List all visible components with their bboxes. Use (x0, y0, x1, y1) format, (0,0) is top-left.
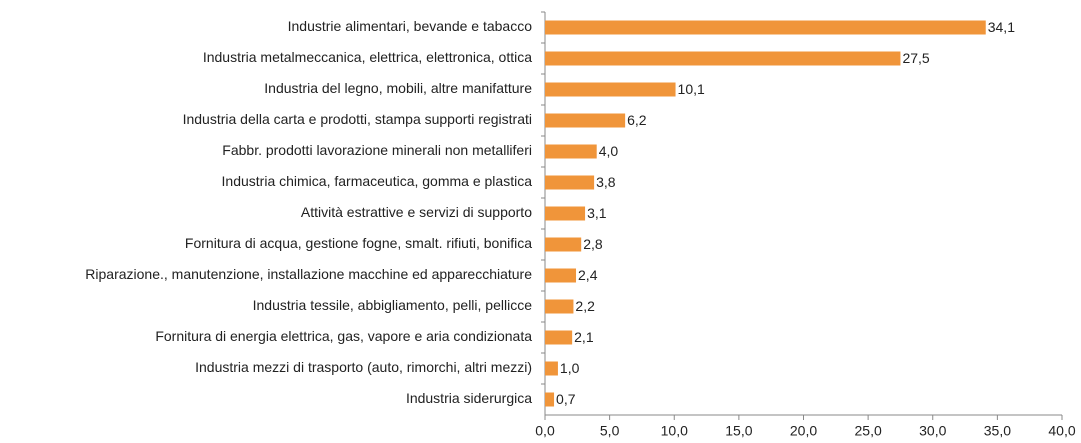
x-tick-label: 10,0 (661, 423, 688, 439)
x-tick-label: 30,0 (919, 423, 946, 439)
data-label: 10,1 (678, 81, 705, 97)
data-label: 27,5 (902, 50, 929, 66)
y-tick-label: Industria metalmeccanica, elettrica, ele… (203, 49, 532, 65)
x-tick-label: 15,0 (725, 423, 752, 439)
bar (545, 82, 676, 97)
bar (545, 392, 555, 407)
y-tick-label: Fabbr. prodotti lavorazione minerali non… (222, 142, 532, 158)
bar (545, 268, 577, 283)
data-label: 2,1 (574, 329, 594, 345)
bar (545, 206, 586, 221)
data-label: 34,1 (988, 19, 1015, 35)
bar (545, 330, 573, 345)
y-tick-label: Fornitura di energia elettrica, gas, vap… (155, 328, 532, 344)
y-tick-label: Attività estrattive e servizi di support… (301, 204, 532, 220)
y-tick-label: Industrie alimentari, bevande e tabacco (288, 18, 533, 34)
data-label: 3,8 (596, 174, 616, 190)
x-tick-label: 35,0 (984, 423, 1011, 439)
bar (545, 144, 597, 159)
y-tick-label: Fornitura di acqua, gestione fogne, smal… (185, 235, 532, 251)
data-label: 2,2 (575, 298, 595, 314)
x-tick-label: 25,0 (855, 423, 882, 439)
data-label: 6,2 (627, 112, 647, 128)
y-tick-label: Industria mezzi di trasporto (auto, rimo… (195, 359, 532, 375)
bar (545, 361, 558, 376)
data-label: 1,0 (560, 360, 580, 376)
y-tick-label: Industria tessile, abbigliamento, pelli,… (253, 297, 533, 313)
y-tick-label: Industria chimica, farmaceutica, gomma e… (222, 173, 533, 189)
data-label: 2,8 (583, 236, 603, 252)
y-tick-label: Industria della carta e prodotti, stampa… (183, 111, 532, 127)
data-label: 3,1 (587, 205, 607, 221)
bar (545, 51, 901, 66)
data-label: 0,7 (556, 391, 576, 407)
y-tick-label: Industria siderurgica (406, 390, 532, 406)
x-tick-label: 20,0 (790, 423, 817, 439)
bar (545, 175, 595, 190)
bar (545, 299, 574, 314)
y-tick-label: Industria del legno, mobili, altre manif… (264, 80, 532, 96)
data-label: 4,0 (599, 143, 619, 159)
data-label: 2,4 (578, 267, 598, 283)
bar (545, 237, 582, 252)
x-tick-label: 40,0 (1048, 423, 1075, 439)
y-tick-label: Riparazione., manutenzione, installazion… (85, 266, 532, 282)
bar (545, 20, 986, 35)
x-tick-label: 0,0 (535, 423, 555, 439)
x-tick-label: 5,0 (600, 423, 620, 439)
bar (545, 113, 626, 128)
